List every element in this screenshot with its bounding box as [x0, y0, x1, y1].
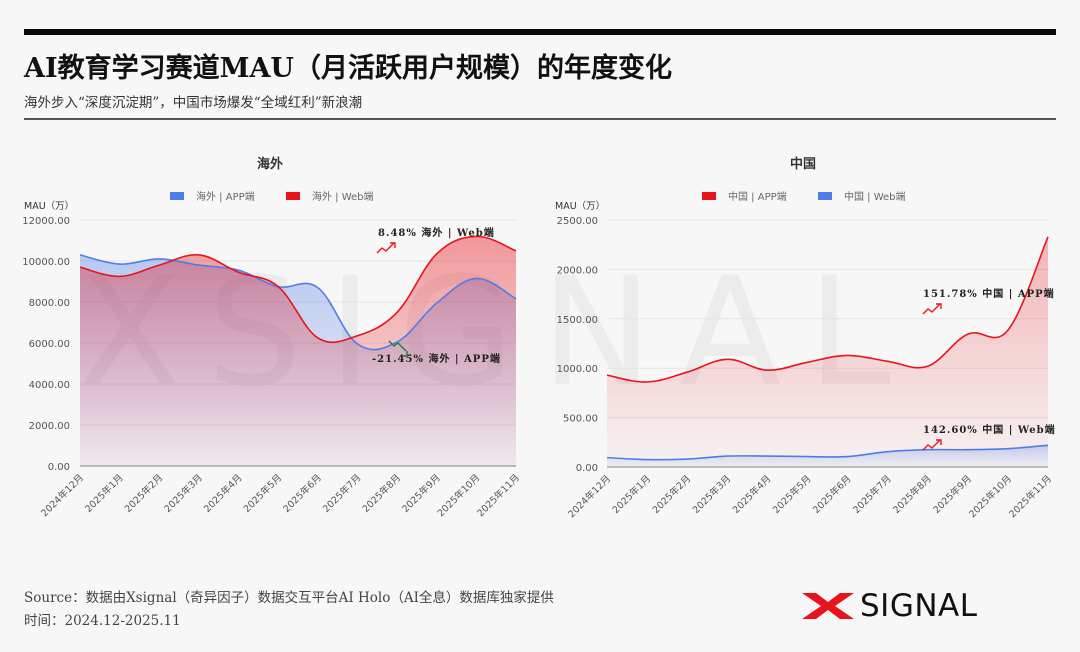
x-tick-label: 2025年8月 [360, 472, 403, 515]
x-tick-label: 2025年11月 [1007, 473, 1055, 521]
legend-swatch[interactable] [286, 192, 300, 200]
chart-title: 海外 [257, 156, 283, 172]
legend-swatch[interactable] [818, 192, 832, 200]
x-tick-label: 2025年6月 [281, 472, 324, 515]
x-tick-label: 2025年1月 [610, 473, 653, 516]
arrowhead-icon [936, 439, 942, 445]
legend-label[interactable]: 中国 | APP端 [728, 190, 787, 203]
y-tick-label: 6000.00 [29, 339, 70, 350]
trend-up-icon [376, 242, 395, 254]
series-line[interactable] [606, 236, 1049, 383]
x-tick-label: 2024年12月 [39, 472, 87, 520]
y-tick-label: 2000.00 [29, 421, 70, 432]
chart-title: 中国 [790, 156, 816, 172]
trend-up-icon [922, 439, 941, 451]
legend-swatch[interactable] [170, 192, 184, 200]
y-tick-label: 2000.00 [557, 265, 598, 276]
annotation-label: 142.60% 中国 | Web端 [923, 423, 1056, 436]
x-tick-label: 2025年6月 [810, 473, 853, 516]
legend-label[interactable]: 海外 | APP端 [196, 190, 255, 203]
x-tick-label: 2025年5月 [241, 472, 284, 515]
x-tick-label: 2025年4月 [730, 473, 773, 516]
x-tick-label: 2025年3月 [690, 473, 733, 516]
x-tick-label: 2025年9月 [400, 472, 443, 515]
y-tick-label: 8000.00 [29, 298, 70, 309]
series-area [80, 236, 516, 466]
top-rule [24, 29, 1056, 35]
y-tick-label: 0.00 [576, 463, 598, 474]
arrowhead-icon [390, 242, 396, 248]
arrowhead-icon [936, 303, 942, 309]
x-tick-label: 2025年2月 [650, 473, 693, 516]
annotation-label: 8.48% 海外 | Web端 [378, 226, 495, 239]
y-tick-label: 1000.00 [557, 364, 598, 375]
x-tick-label: 2025年7月 [320, 472, 363, 515]
series-area [607, 236, 1048, 467]
legend-swatch[interactable] [702, 192, 716, 200]
annotation-label: 151.78% 中国 | APP端 [923, 287, 1055, 300]
page-title: AI教育学习赛道MAU（月活跃用户规模）的年度变化 [24, 53, 672, 84]
xsignal-logo: SIGNAL [802, 589, 978, 623]
x-tick-label: 2025年1月 [82, 472, 125, 515]
trend-down-icon [388, 340, 407, 352]
series-area [607, 445, 1048, 467]
y-tick-label: 4000.00 [29, 380, 70, 391]
x-mark-icon [802, 593, 854, 619]
header-divider [24, 118, 1056, 120]
y-tick-label: 12000.00 [22, 216, 70, 227]
series-line[interactable] [79, 235, 517, 344]
x-tick-label: 2025年4月 [201, 472, 244, 515]
x-tick-label: 2025年7月 [850, 473, 893, 516]
page-subtitle: 海外步入“深度沉淀期”，中国市场爆发“全域红利”新浪潮 [24, 95, 363, 111]
y-tick-label: 0.00 [48, 462, 70, 473]
annotation-label: -21.45% 海外 | APP端 [372, 352, 501, 365]
x-tick-label: 2025年2月 [122, 472, 165, 515]
x-tick-label: 2025年11月 [475, 472, 523, 520]
time-range-note: 时间：2024.12-2025.11 [24, 613, 181, 629]
arrowhead-icon [402, 351, 408, 357]
x-tick-label: 2025年3月 [162, 472, 205, 515]
source-note: Source：数据由Xsignal（奇异因子）数据交互平台AI Holo（AI全… [24, 590, 554, 606]
trend-up-icon [922, 303, 941, 315]
x-tick-label: 2025年5月 [770, 473, 813, 516]
x-tick-label: 2024年12月 [566, 473, 614, 521]
y-tick-label: 2500.00 [557, 216, 598, 227]
x-tick-label: 2025年8月 [891, 473, 934, 516]
series-line[interactable] [79, 254, 517, 351]
y-tick-label: 10000.00 [22, 257, 70, 268]
y-axis-label: MAU（万） [24, 200, 74, 212]
y-axis-label: MAU（万） [555, 200, 605, 212]
legend-label[interactable]: 海外 | Web端 [312, 190, 374, 203]
x-tick-label: 2025年9月 [931, 473, 974, 516]
y-tick-label: 500.00 [563, 414, 598, 425]
logo-text: SIGNAL [860, 588, 978, 624]
legend-label[interactable]: 中国 | Web端 [844, 190, 906, 203]
series-line[interactable] [606, 444, 1049, 461]
y-tick-label: 1500.00 [557, 315, 598, 326]
